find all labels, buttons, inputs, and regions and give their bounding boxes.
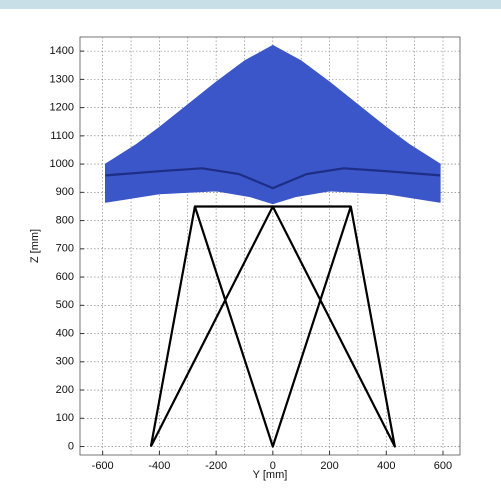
top-strip xyxy=(0,0,501,9)
y-tick-label: 1000 xyxy=(50,158,74,170)
y-tick-label: 100 xyxy=(56,412,74,424)
x-tick-label: -200 xyxy=(205,460,227,472)
y-axis-label: Z [mm] xyxy=(29,229,41,263)
y-tick-label: 0 xyxy=(68,440,74,452)
page: Y [mm] Z [mm] 01002003004005006007008009… xyxy=(0,0,501,484)
x-tick-label: -400 xyxy=(148,460,170,472)
y-tick-label: 800 xyxy=(56,214,74,226)
x-tick-label: 400 xyxy=(377,460,395,472)
x-tick-label: 0 xyxy=(270,460,276,472)
y-tick-label: 600 xyxy=(56,271,74,283)
y-tick-label: 1100 xyxy=(50,130,74,142)
x-tick-label: 200 xyxy=(320,460,338,472)
x-tick-label: 600 xyxy=(434,460,452,472)
y-tick-label: 1300 xyxy=(50,73,74,85)
y-tick-label: 500 xyxy=(56,299,74,311)
x-tick-label: -600 xyxy=(92,460,114,472)
chart: Y [mm] Z [mm] 01002003004005006007008009… xyxy=(0,0,501,484)
y-tick-label: 400 xyxy=(56,327,74,339)
y-tick-label: 1400 xyxy=(50,45,74,57)
y-tick-label: 1200 xyxy=(50,102,74,114)
y-tick-label: 700 xyxy=(56,243,74,255)
y-tick-label: 900 xyxy=(56,186,74,198)
y-tick-label: 300 xyxy=(56,356,74,368)
y-tick-label: 200 xyxy=(56,384,74,396)
